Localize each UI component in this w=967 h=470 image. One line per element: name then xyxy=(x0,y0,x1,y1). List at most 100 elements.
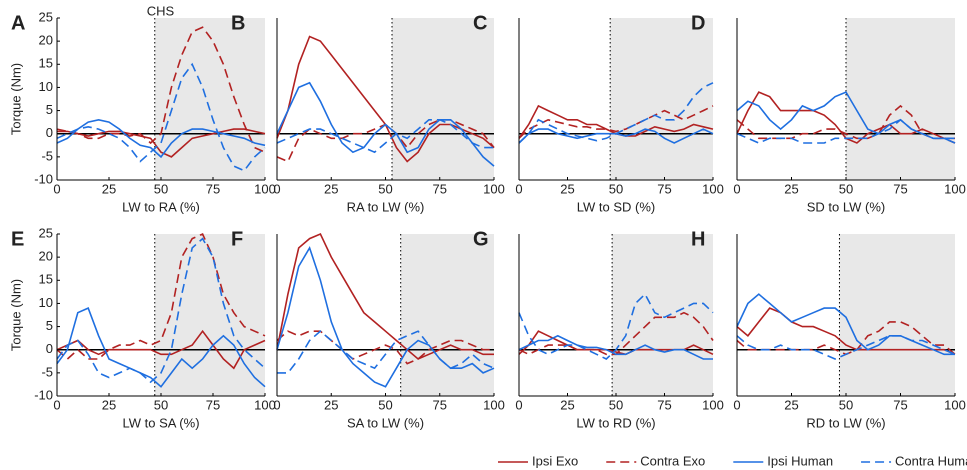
x-tick-label: 25 xyxy=(324,181,338,196)
x-tick-label: 100 xyxy=(702,397,724,412)
shaded-region xyxy=(846,18,955,180)
x-tick-label: 0 xyxy=(273,397,280,412)
y-tick-label: 25 xyxy=(39,9,53,24)
series-line xyxy=(276,119,494,154)
x-tick-label: 25 xyxy=(102,181,116,196)
shaded-region xyxy=(392,18,494,180)
shaded-region xyxy=(400,234,494,396)
shaded-region xyxy=(610,18,713,180)
series-line xyxy=(276,245,495,388)
y-tick-label: 5 xyxy=(46,102,53,117)
x-tick-label: 75 xyxy=(893,397,907,412)
x-tick-label: 75 xyxy=(657,397,671,412)
legend-label: Contra Exo xyxy=(640,453,705,468)
x-tick-label: 100 xyxy=(702,181,724,196)
x-tick-label: 25 xyxy=(560,181,574,196)
x-tick-label: 25 xyxy=(102,397,116,412)
x-tick-label: 100 xyxy=(254,181,276,196)
series-line xyxy=(736,118,955,144)
legend-label: Ipsi Exo xyxy=(532,453,578,468)
x-tick-label: 0 xyxy=(733,181,740,196)
panel-label: C xyxy=(473,12,487,34)
panel-label: A xyxy=(11,12,25,34)
x-tick-label: 75 xyxy=(206,181,220,196)
panel-label: D xyxy=(691,12,705,34)
x-tick-label: 0 xyxy=(515,181,522,196)
x-tick-label: 0 xyxy=(53,397,60,412)
x-tick-label: 0 xyxy=(515,397,522,412)
x-tick-label: 75 xyxy=(433,397,447,412)
x-axis-label: SD to LW (%) xyxy=(807,199,886,214)
y-tick-label: 20 xyxy=(39,249,53,264)
x-axis-label: LW to SA (%) xyxy=(122,415,199,430)
x-tick-label: 0 xyxy=(53,181,60,196)
y-tick-label: 0 xyxy=(46,125,53,140)
y-tick-label: -10 xyxy=(34,387,53,402)
y-tick-label: 15 xyxy=(39,56,53,71)
x-tick-label: 100 xyxy=(944,181,966,196)
legend-label: Ipsi Human xyxy=(767,453,833,468)
x-tick-label: 25 xyxy=(784,181,798,196)
series-line xyxy=(736,307,956,356)
legend-label: Contra Human xyxy=(895,453,967,468)
series-line xyxy=(57,128,266,158)
panel-label: H xyxy=(691,228,705,250)
x-axis-label: RD to LW (%) xyxy=(806,415,885,430)
x-axis-label: LW to RA (%) xyxy=(122,199,200,214)
x-tick-label: 50 xyxy=(839,181,853,196)
x-tick-label: 50 xyxy=(378,397,392,412)
x-tick-label: 50 xyxy=(378,181,392,196)
series-line xyxy=(736,104,956,144)
y-tick-label: 10 xyxy=(39,79,53,94)
series-line xyxy=(56,26,266,153)
panel-label: B xyxy=(231,12,245,34)
shaded-region xyxy=(839,234,955,396)
x-tick-label: 100 xyxy=(254,397,276,412)
shaded-region xyxy=(612,234,713,396)
x-tick-label: 25 xyxy=(784,397,798,412)
x-tick-label: 25 xyxy=(560,397,574,412)
y-tick-label: 20 xyxy=(39,33,53,48)
x-tick-label: 75 xyxy=(206,397,220,412)
series-line xyxy=(56,118,266,159)
panel-label: E xyxy=(11,228,24,250)
series-line xyxy=(736,293,955,356)
series-line xyxy=(736,91,956,144)
series-line xyxy=(56,62,266,172)
panel-label: F xyxy=(231,228,243,250)
series-line xyxy=(276,81,495,167)
series-line xyxy=(518,105,714,139)
shaded-region xyxy=(154,234,265,396)
annotation: CHS xyxy=(147,3,175,18)
y-tick-label: 0 xyxy=(46,341,53,356)
x-tick-label: 25 xyxy=(324,397,338,412)
series-line xyxy=(56,237,266,384)
x-tick-label: 50 xyxy=(609,397,623,412)
x-axis-label: RA to LW (%) xyxy=(347,199,425,214)
x-tick-label: 100 xyxy=(483,397,505,412)
series-line xyxy=(518,334,713,360)
x-tick-label: 0 xyxy=(273,181,280,196)
x-tick-label: 50 xyxy=(609,181,623,196)
shaded-region xyxy=(154,18,265,180)
y-tick-label: -5 xyxy=(41,364,53,379)
x-axis-label: SA to LW (%) xyxy=(347,415,424,430)
y-axis-label: Torque (Nm) xyxy=(8,63,23,135)
series-line xyxy=(276,330,494,365)
series-line xyxy=(736,335,956,360)
series-line xyxy=(56,232,266,361)
y-tick-label: 5 xyxy=(46,318,53,333)
x-tick-label: 50 xyxy=(154,181,168,196)
x-tick-label: 100 xyxy=(483,181,505,196)
x-tick-label: 0 xyxy=(733,397,740,412)
series-line xyxy=(276,232,494,360)
series-line xyxy=(518,292,714,360)
x-tick-label: 50 xyxy=(839,397,853,412)
x-axis-label: LW to SD (%) xyxy=(577,199,656,214)
x-tick-label: 75 xyxy=(657,181,671,196)
y-tick-label: 10 xyxy=(39,295,53,310)
x-tick-label: 100 xyxy=(944,397,966,412)
x-tick-label: 50 xyxy=(154,397,168,412)
x-tick-label: 75 xyxy=(433,181,447,196)
